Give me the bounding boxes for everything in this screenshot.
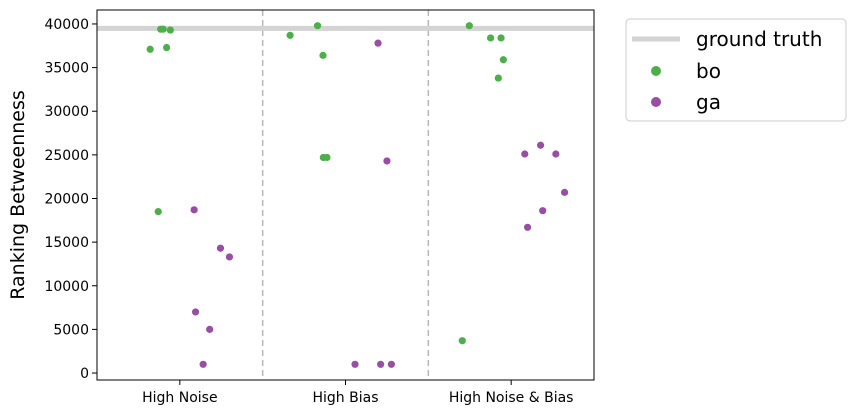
point-ga <box>523 223 532 231</box>
legend-swatch-ga <box>651 97 661 107</box>
point-bo <box>154 207 162 216</box>
y-tick-label: 10000 <box>44 279 89 295</box>
legend-label-bo: bo <box>696 59 721 83</box>
legend-ground-truth-label: ground truth <box>696 27 822 51</box>
point-bo <box>486 34 495 42</box>
legend-label-ga: ga <box>696 90 721 114</box>
point-bo <box>157 25 165 33</box>
point-bo <box>319 51 327 59</box>
y-tick-label: 25000 <box>44 148 89 164</box>
y-tick-label: 35000 <box>44 61 89 77</box>
point-ga <box>536 141 545 149</box>
point-ga <box>383 157 391 165</box>
y-tick-labels: 0 5000 10000 15000 20000 25000 30000 35000 40000 <box>44 17 89 382</box>
point-ga <box>216 244 225 252</box>
y-tick-label: 15000 <box>44 235 89 251</box>
point-ga <box>377 360 385 368</box>
point-ga <box>552 150 560 158</box>
point-ga <box>539 207 547 215</box>
point-bo <box>465 22 473 30</box>
legend-box <box>625 18 847 122</box>
y-tick-label: 30000 <box>44 104 89 120</box>
point-bo <box>146 45 154 53</box>
point-ga <box>560 188 569 196</box>
point-ga <box>225 253 234 261</box>
point-bo <box>286 31 294 39</box>
x-tick-label: High Noise & Bias <box>449 390 574 406</box>
data-points <box>146 22 569 368</box>
point-ga <box>387 360 395 368</box>
legend-swatch-bo <box>651 66 661 76</box>
point-bo <box>313 22 322 30</box>
point-ga <box>521 150 529 158</box>
axes <box>92 9 595 385</box>
x-tick-label: High Noise <box>142 390 217 406</box>
point-ga <box>199 360 207 368</box>
axes-frame <box>96 9 595 381</box>
legend: ground truth bo ga <box>625 18 847 122</box>
y-axis-title: Ranking Betweenness <box>7 90 29 300</box>
point-bo <box>319 153 327 162</box>
y-tick-label: 0 <box>80 366 89 382</box>
point-ga <box>190 206 198 214</box>
x-tick-labels: High Noise High Bias High Noise & Bias <box>142 390 573 406</box>
point-bo <box>494 74 502 82</box>
y-tick-label: 40000 <box>44 17 89 33</box>
point-bo <box>497 34 505 42</box>
point-ga <box>374 39 382 47</box>
category-dividers <box>261 10 430 380</box>
point-bo <box>162 43 171 52</box>
y-tick-label: 5000 <box>53 322 89 338</box>
point-bo <box>458 337 466 345</box>
point-bo <box>166 26 174 34</box>
point-ga <box>206 325 214 333</box>
x-tick-label: High Bias <box>313 390 379 406</box>
point-ga <box>351 360 359 368</box>
point-bo <box>499 56 507 64</box>
point-ga <box>191 308 200 316</box>
y-tick-label: 20000 <box>44 191 89 207</box>
